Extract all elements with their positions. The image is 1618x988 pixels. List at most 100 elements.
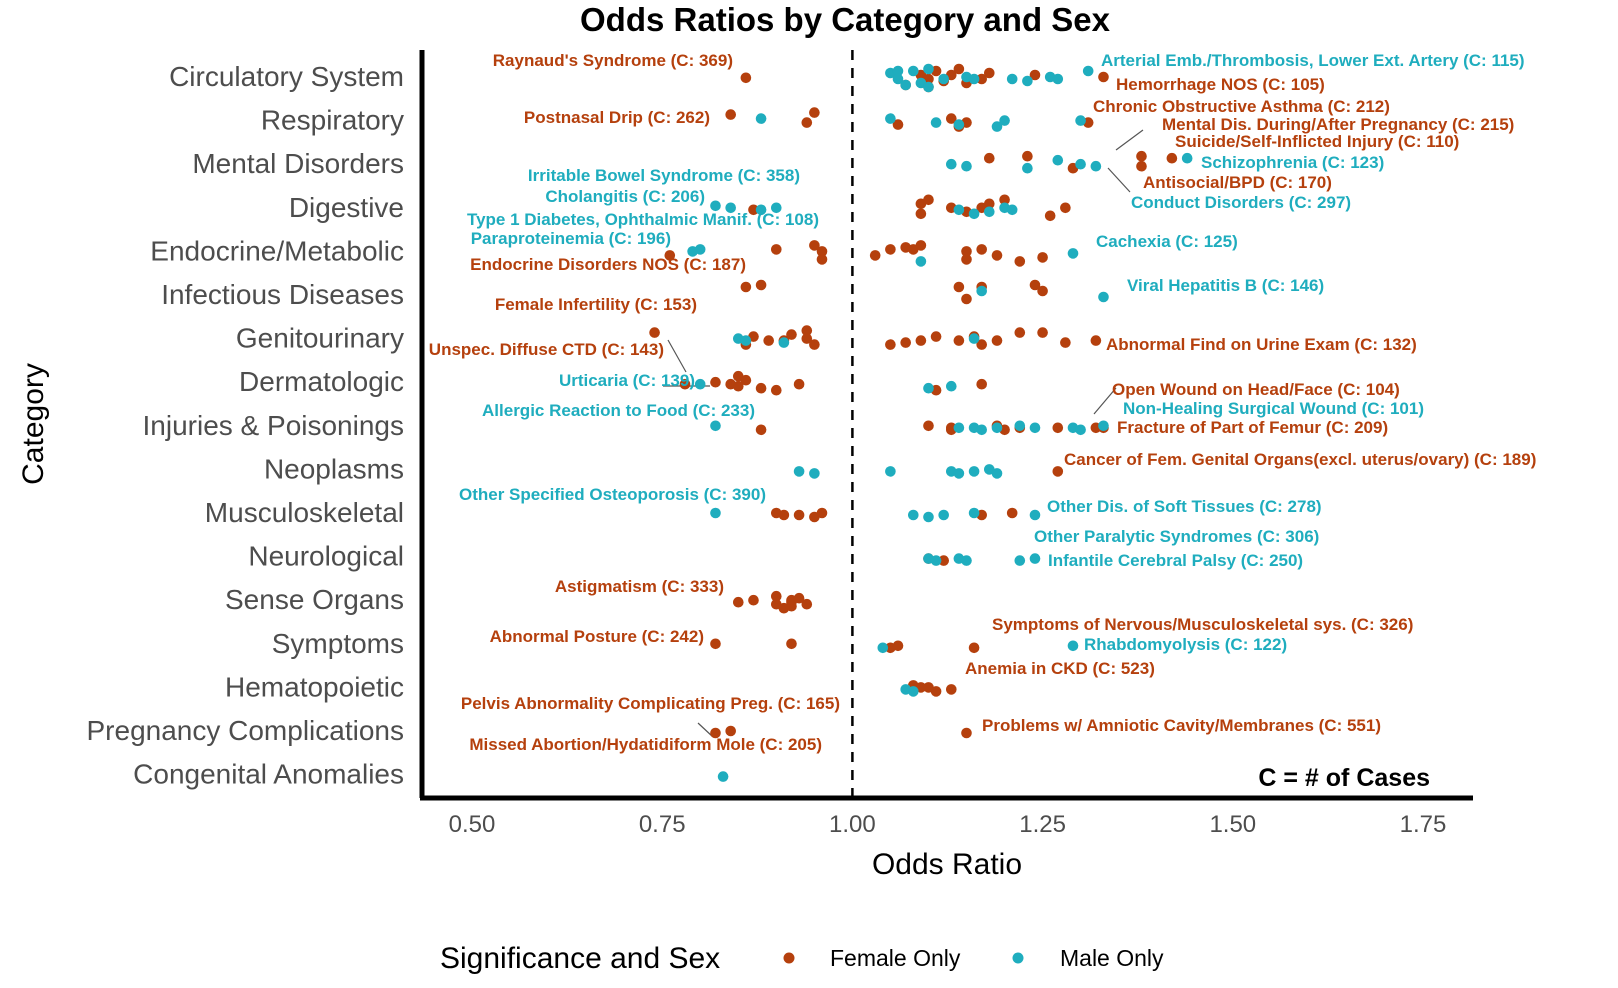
point-male-only [1098,291,1109,303]
point-male-only [892,65,904,77]
annotation-label: Arterial Emb./Thrombosis, Lower Ext. Art… [1101,51,1525,70]
point-female-only [869,250,881,261]
point-male-only [953,422,965,434]
point-female-only [649,327,660,338]
legend-female-swatch [783,952,795,964]
point-female-only [1136,160,1147,172]
category-label-hematopoietic: Hematopoietic [225,671,404,702]
annotation-label: Pelvis Abnormality Complicating Preg. (C… [461,694,840,713]
point-male-only [1075,158,1086,170]
point-male-only [694,244,706,255]
x-tick-label: 1.75 [1400,811,1447,838]
point-male-only [991,468,1003,479]
point-male-only [710,507,721,519]
annotation-label: Chronic Obstructive Asthma (C: 212) [1093,97,1390,116]
point-female-only [991,335,1003,346]
point-male-only [710,200,721,212]
point-female-only [999,194,1010,206]
point-male-only [877,642,889,654]
annotation-label: Schizophrenia (C: 123) [1201,153,1384,172]
point-male-only [900,79,911,91]
annotation-label: Raynaud's Syndrome (C: 369) [493,51,733,70]
point-female-only [1098,71,1109,83]
point-male-only [961,555,972,566]
annotation-label: Paraproteinemia (C: 196) [471,229,671,248]
point-male-only [740,335,752,346]
point-male-only [1029,422,1041,434]
annotation-label: Cachexia (C: 125) [1096,232,1238,251]
point-female-only [748,204,759,216]
x-tick-label: 1.50 [1209,811,1256,838]
annotation-label: Non-Healing Surgical Wound (C: 101) [1123,399,1424,418]
annotation-label: Anemia in CKD (C: 523) [965,659,1155,678]
annotation-label: Unspec. Diffuse CTD (C: 143) [429,340,664,359]
point-male-only [938,509,949,521]
x-tick-label: 1.25 [1019,811,1066,838]
annotation-label: Open Wound on Head/Face (C: 104) [1112,380,1400,399]
point-male-only [953,204,965,216]
annotation-label: Abnormal Find on Urine Exam (C: 132) [1106,335,1417,354]
category-label-congenital-anomalies: Congenital Anomalies [133,759,404,790]
point-female-only [710,638,721,650]
point-female-only [1136,150,1147,162]
category-label-pregnancy-complications: Pregnancy Complications [87,715,405,746]
annotation-label: Missed Abortion/Hydatidiform Mole (C: 20… [469,735,822,754]
point-male-only [923,81,934,93]
category-label-neoplasms: Neoplasms [264,453,404,484]
cases-note: C = # of Cases [1258,764,1430,792]
point-male-only [953,468,965,479]
point-female-only [976,378,987,390]
point-female-only [1037,285,1048,297]
point-female-only [809,240,820,251]
legend-title: Significance and Sex [440,942,720,975]
point-male-only [1029,553,1041,564]
point-male-only [1067,248,1079,259]
annotation-label: Mental Dis. During/After Pregnancy (C: 2… [1162,115,1514,134]
point-female-only [801,325,813,336]
point-male-only [1082,65,1094,77]
category-label-genitourinary: Genitourinary [236,323,404,354]
point-male-only [991,121,1003,132]
point-male-only [976,424,987,436]
point-male-only [1075,115,1086,126]
point-female-only [793,592,805,604]
point-female-only [710,376,721,388]
point-female-only [968,642,980,654]
point-male-only [892,73,904,85]
annotation-label: Fracture of Part of Femur (C: 209) [1117,418,1388,437]
x-tick-label: 1.00 [829,811,876,838]
annotation-label: Other Specified Osteoporosis (C: 390) [459,485,766,504]
point-female-only [892,119,904,130]
point-female-only [885,339,896,350]
point-female-only [1052,466,1064,477]
point-female-only [809,107,820,118]
category-label-injuries-poisonings: Injuries & Poisonings [143,410,404,441]
category-label-circulatory-system: Circulatory System [169,61,404,92]
point-male-only [915,256,927,267]
data-points [649,63,1193,782]
point-female-only [961,254,972,265]
annotation-label: Irritable Bowel Syndrome (C: 358) [528,166,800,185]
legend: Significance and Sex Female Only Male On… [440,942,1164,975]
point-female-only [733,380,744,392]
point-male-only [1067,640,1079,652]
point-female-only [953,281,965,293]
point-female-only [984,152,995,164]
annotation-label: Female Infertility (C: 153) [495,295,697,314]
point-female-only [816,246,828,257]
point-female-only [740,72,752,84]
point-female-only [915,240,927,251]
point-male-only [1075,424,1086,436]
point-male-only [923,511,934,523]
point-female-only [915,208,927,220]
annotation-label: Other Paralytic Syndromes (C: 306) [1034,527,1319,546]
point-male-only [976,285,987,297]
point-male-only [771,202,782,214]
point-female-only [1037,252,1048,263]
point-female-only [976,339,987,350]
annotation-label: Rhabdomyolysis (C: 122) [1084,635,1287,654]
point-male-only [809,468,820,479]
point-female-only [915,335,927,346]
point-female-only [786,329,797,340]
